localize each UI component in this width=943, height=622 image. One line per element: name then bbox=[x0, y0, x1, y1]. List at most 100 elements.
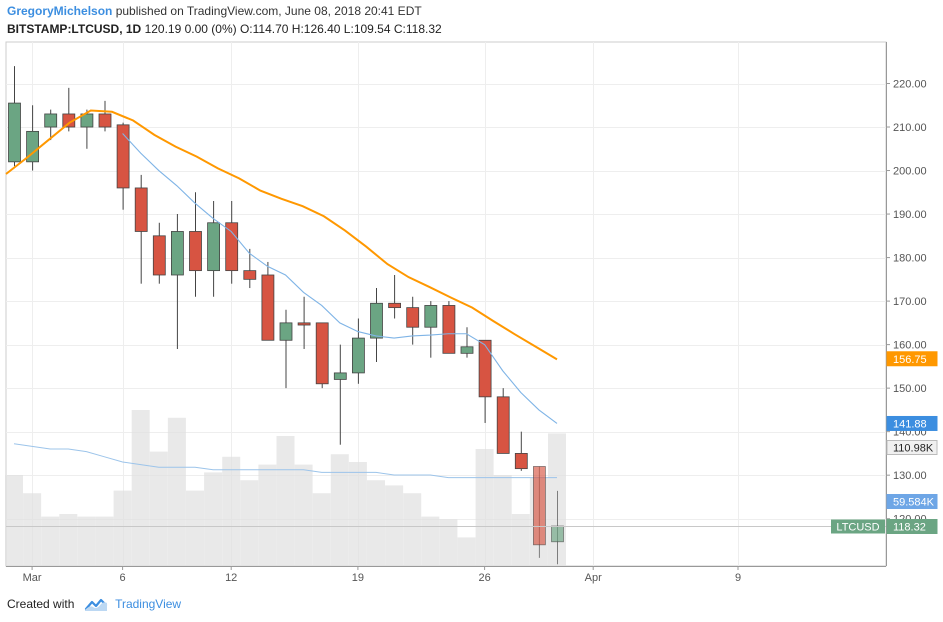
volume-bar bbox=[403, 493, 422, 566]
candle bbox=[134, 174, 148, 284]
candle-body bbox=[514, 453, 528, 470]
price-chart[interactable]: 120.00130.00140.00150.00160.00170.00180.… bbox=[0, 0, 943, 590]
volume-bar bbox=[475, 449, 494, 566]
candle-body bbox=[261, 274, 275, 341]
volume-bar bbox=[240, 480, 259, 566]
author-name[interactable]: GregoryMichelson bbox=[7, 4, 113, 18]
volume-bar bbox=[59, 514, 78, 566]
chart-header-line1: GregoryMichelson published on TradingVie… bbox=[7, 4, 422, 19]
candle-body bbox=[189, 231, 202, 272]
published-text: published on TradingView.com, June 08, 2… bbox=[115, 4, 422, 18]
volume-bar bbox=[113, 490, 132, 566]
candle bbox=[442, 301, 456, 354]
last-price-label-text: 118.32 bbox=[893, 522, 926, 534]
candle bbox=[478, 339, 492, 423]
volume-bar bbox=[330, 454, 349, 566]
candle bbox=[551, 490, 564, 565]
ma-fast-price-label-bg bbox=[886, 415, 938, 431]
x-tick-label: 9 bbox=[735, 572, 741, 584]
candle-body bbox=[533, 466, 546, 546]
candle-body bbox=[406, 307, 420, 328]
y-tick-label: 170.00 bbox=[893, 296, 927, 308]
volume-bar bbox=[312, 493, 331, 566]
candle bbox=[460, 327, 474, 358]
volume-bar bbox=[439, 519, 458, 566]
symbol-title: BITSTAMP:LTCUSD, 1D bbox=[7, 22, 142, 36]
symbol-tag-bg bbox=[831, 519, 885, 534]
symbol-tag-text: LTCUSD bbox=[836, 522, 879, 534]
candle bbox=[8, 66, 21, 167]
ma-slow-price-label-text: 156.75 bbox=[893, 354, 927, 366]
candle-body bbox=[315, 322, 329, 385]
ma-slow-price-label: 156.75 bbox=[886, 351, 938, 367]
chart-header-line2: BITSTAMP:LTCUSD, 1D 120.19 0.00 (0%) O:1… bbox=[7, 22, 442, 37]
candle bbox=[297, 296, 311, 349]
ma-fast-price-label: 141.88 bbox=[886, 415, 938, 431]
candle-body bbox=[225, 222, 239, 272]
y-tick-label: 200.00 bbox=[893, 166, 927, 178]
volume-bar bbox=[167, 417, 186, 566]
volume-bar bbox=[222, 456, 241, 566]
candle-body bbox=[152, 235, 166, 276]
volume-bar bbox=[276, 436, 295, 566]
candle bbox=[98, 100, 112, 132]
volume-value-label-bg bbox=[886, 440, 938, 455]
symbol-tag: LTCUSD bbox=[831, 519, 885, 534]
ma-fast-line bbox=[122, 133, 558, 424]
candle-body bbox=[478, 339, 492, 398]
volume-bar bbox=[5, 475, 23, 566]
created-with-text: Created with bbox=[7, 597, 75, 611]
y-tick-label: 150.00 bbox=[893, 383, 927, 395]
volume-bar bbox=[186, 490, 204, 566]
ohlc-quote: 120.19 0.00 (0%) O:114.70 H:126.40 L:109… bbox=[144, 22, 442, 36]
candle bbox=[533, 466, 546, 558]
tradingview-link[interactable]: TradingView bbox=[115, 597, 182, 611]
candle-body bbox=[442, 305, 456, 354]
candle-body bbox=[134, 187, 148, 232]
volume-bar bbox=[385, 485, 404, 566]
volume-ma-value-label-text: 59.584K bbox=[893, 497, 935, 509]
candle bbox=[351, 318, 365, 384]
volume-ma-line bbox=[13, 443, 557, 479]
candle bbox=[243, 248, 257, 289]
candle-body bbox=[279, 322, 293, 341]
y-tick-label: 220.00 bbox=[893, 79, 927, 91]
volume-value-label: 110.98K bbox=[886, 440, 938, 455]
footer: Created with TradingView bbox=[7, 596, 181, 612]
candle bbox=[189, 192, 202, 297]
candle-body bbox=[8, 102, 21, 163]
volume-bar bbox=[41, 516, 60, 566]
ma-fast-price-label-text: 141.88 bbox=[893, 418, 927, 430]
volume-bar bbox=[204, 472, 223, 566]
x-tick-label: 26 bbox=[478, 572, 490, 584]
candle-body bbox=[207, 222, 221, 272]
candle-body bbox=[333, 372, 347, 380]
candle-body bbox=[370, 302, 383, 339]
candle-body bbox=[116, 124, 130, 189]
candle-body bbox=[460, 346, 474, 354]
candle-body bbox=[80, 113, 94, 128]
candle bbox=[261, 261, 275, 341]
candle-body bbox=[243, 270, 257, 280]
tradingview-logo-icon bbox=[84, 598, 107, 611]
volume-bar bbox=[149, 451, 168, 566]
candle bbox=[370, 288, 383, 363]
candle bbox=[388, 274, 402, 319]
candle bbox=[80, 109, 94, 149]
last-price-label-bg bbox=[886, 519, 938, 534]
candle bbox=[152, 222, 166, 284]
candle-body bbox=[351, 337, 365, 374]
candle bbox=[406, 296, 420, 345]
x-tick-label: 12 bbox=[225, 572, 237, 584]
y-tick-label: 190.00 bbox=[893, 209, 927, 221]
x-tick-label: Mar bbox=[23, 572, 42, 584]
candle bbox=[333, 344, 347, 445]
y-tick-label: 130.00 bbox=[893, 470, 927, 482]
candle-body bbox=[297, 322, 311, 326]
candle bbox=[207, 201, 221, 297]
candle-body bbox=[98, 113, 112, 128]
volume-bar bbox=[294, 464, 313, 566]
candle bbox=[44, 109, 58, 141]
candle bbox=[116, 122, 130, 210]
volume-ma-value-label-bg bbox=[886, 494, 938, 509]
